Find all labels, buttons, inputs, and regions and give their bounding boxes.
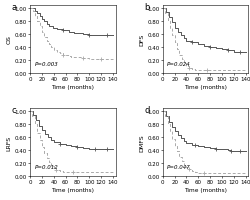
Text: P=0.024: P=0.024 [166,62,190,67]
Y-axis label: DFS: DFS [139,34,144,46]
Text: P=0.047: P=0.047 [166,164,190,169]
X-axis label: Time (months): Time (months) [184,187,226,192]
Y-axis label: OS: OS [6,35,12,44]
Text: c: c [11,106,16,115]
Y-axis label: DMFS: DMFS [139,134,144,151]
Text: d: d [144,106,149,115]
X-axis label: Time (months): Time (months) [184,85,226,90]
Y-axis label: LRFS: LRFS [6,135,12,150]
Text: b: b [144,3,149,12]
X-axis label: Time (months): Time (months) [51,187,94,192]
Text: P=0.012: P=0.012 [34,164,58,169]
Text: P=0.003: P=0.003 [34,62,58,67]
X-axis label: Time (months): Time (months) [51,85,94,90]
Text: a: a [11,3,16,12]
